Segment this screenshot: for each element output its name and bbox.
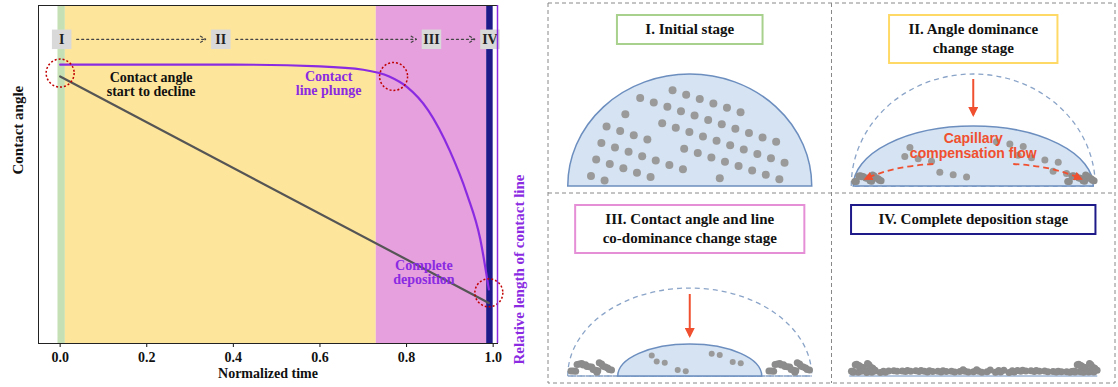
svg-text:compensation flow: compensation flow [910,145,1037,161]
svg-text:0.0: 0.0 [51,350,68,365]
svg-text:IV: IV [482,32,498,47]
svg-text:0.2: 0.2 [138,350,156,365]
svg-text:Contactline plunge: Contactline plunge [296,69,362,98]
svg-text:0.4: 0.4 [225,350,243,365]
svg-text:III. Contact angle and line: III. Contact angle and line [605,211,774,227]
svg-text:Relative length of contact lin: Relative length of contact line [511,174,527,364]
svg-text:II. Angle dominance: II. Angle dominance [908,21,1038,37]
svg-text:0.6: 0.6 [311,350,329,365]
svg-text:1.0: 1.0 [484,350,502,365]
svg-text:Contact anglestart to decline: Contact anglestart to decline [107,70,196,99]
svg-text:Completedeposition: Completedeposition [393,258,455,287]
svg-text:III: III [423,32,439,47]
svg-text:Normalized time: Normalized time [218,366,318,381]
svg-text:IV. Complete deposition stage: IV. Complete deposition stage [878,211,1068,227]
svg-text:Capillary: Capillary [944,130,1003,146]
svg-text:Contact angle: Contact angle [10,85,26,174]
svg-text:co-dominance change stage: co-dominance change stage [603,230,777,246]
svg-text:change stage: change stage [933,40,1015,56]
svg-text:0.8: 0.8 [398,350,416,365]
svg-text:I. Initial stage: I. Initial stage [645,21,734,37]
svg-text:I: I [59,32,64,47]
svg-text:II: II [215,32,226,47]
